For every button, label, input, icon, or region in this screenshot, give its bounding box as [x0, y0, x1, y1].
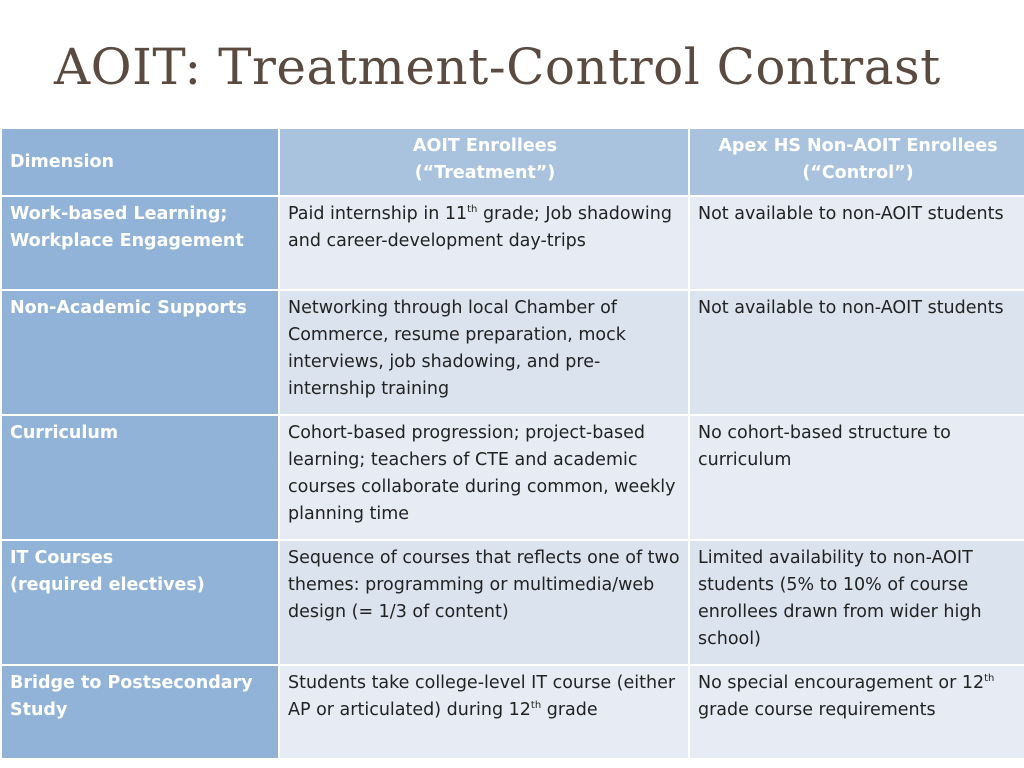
table-row: Curriculum Cohort-based progression; pro…	[0, 414, 1024, 541]
row-treatment: Students take college-level IT course (e…	[278, 664, 690, 760]
header-control-sublabel: (“Control”)	[802, 163, 914, 183]
treatment-text: grade; Job shadowing and career-developm…	[288, 204, 672, 251]
header-treatment: AOIT Enrollees (“Treatment”)	[278, 127, 690, 197]
row-treatment: Cohort-based progression; project-based …	[278, 414, 690, 541]
slide-title: AOIT: Treatment-Control Contrast	[54, 38, 941, 96]
treatment-text: grade	[541, 700, 598, 720]
row-control: Not available to non-AOIT students	[688, 195, 1024, 291]
treatment-text: Paid internship in 11	[288, 204, 468, 224]
row-dimension-line: Work-based Learning;	[10, 204, 228, 224]
ordinal-suffix: th	[530, 700, 542, 712]
control-text: No special encouragement or 12	[698, 673, 985, 693]
table-row: IT Courses (required electives) Sequence…	[0, 539, 1024, 666]
control-text: grade course requirements	[698, 700, 936, 720]
row-dimension-line: (required electives)	[10, 575, 205, 595]
row-control: Not available to non-AOIT students	[688, 289, 1024, 416]
header-control-label: Apex HS Non-AOIT Enrollees	[718, 136, 998, 156]
row-control: No cohort-based structure to curriculum	[688, 414, 1024, 541]
header-dimension: Dimension	[0, 127, 280, 197]
table-row: Work-based Learning; Workplace Engagemen…	[0, 195, 1024, 291]
row-treatment: Sequence of courses that reflects one of…	[278, 539, 690, 666]
contrast-table: Dimension AOIT Enrollees (“Treatment”) A…	[0, 127, 1024, 760]
treatment-text: Students take college-level IT course (e…	[288, 673, 676, 720]
row-dimension-line: Workplace Engagement	[10, 231, 244, 251]
header-treatment-sublabel: (“Treatment”)	[414, 163, 556, 183]
row-control: Limited availability to non-AOIT student…	[688, 539, 1024, 666]
header-row: Dimension AOIT Enrollees (“Treatment”) A…	[0, 127, 1024, 197]
row-dimension-line: IT Courses	[10, 548, 114, 568]
header-control: Apex HS Non-AOIT Enrollees (“Control”)	[688, 127, 1024, 197]
row-dimension: Non-Academic Supports	[0, 289, 280, 416]
ordinal-suffix: th	[467, 204, 478, 216]
row-dimension: Curriculum	[0, 414, 280, 541]
row-control: No special encouragement or 12th grade c…	[688, 664, 1024, 760]
ordinal-suffix: th	[984, 673, 995, 685]
table-row: Non-Academic Supports Networking through…	[0, 289, 1024, 416]
header-treatment-label: AOIT Enrollees	[412, 136, 558, 156]
table-row: Bridge to Postsecondary Study Students t…	[0, 664, 1024, 760]
row-dimension: Bridge to Postsecondary Study	[0, 664, 280, 760]
row-dimension: Work-based Learning; Workplace Engagemen…	[0, 195, 280, 291]
row-dimension: IT Courses (required electives)	[0, 539, 280, 666]
row-treatment: Paid internship in 11th grade; Job shado…	[278, 195, 690, 291]
row-treatment: Networking through local Chamber of Comm…	[278, 289, 690, 416]
